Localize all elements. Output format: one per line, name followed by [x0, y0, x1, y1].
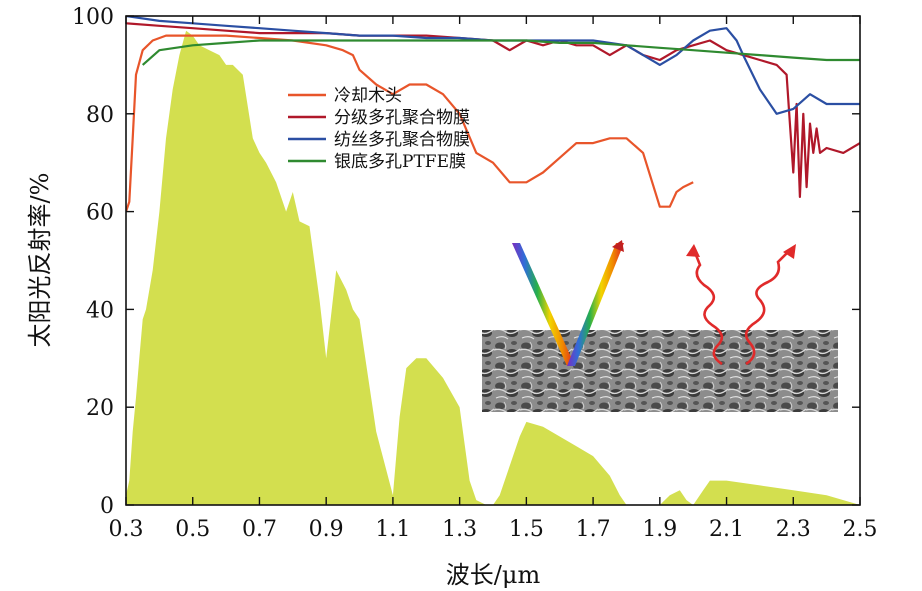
y-tick-label: 100	[72, 5, 114, 30]
x-tick-label: 2.3	[776, 517, 811, 542]
x-tick-label: 0.3	[109, 517, 144, 542]
reflected-arrow-head-icon	[612, 240, 624, 252]
x-tick-label: 0.5	[175, 517, 210, 542]
series-layer	[126, 16, 860, 212]
legend-label-2: 分级多孔聚合物膜	[334, 108, 470, 128]
legend-label-1: 冷却木头	[334, 86, 402, 106]
y-tick-label: 20	[86, 396, 114, 421]
x-tick-label: 2.1	[709, 517, 744, 542]
x-axis-ticks: 0.3 0.5 0.7 0.9 1.1 1.3 1.5 1.7 1.9 2.1 2.3 2.5	[109, 16, 878, 542]
y-tick-label: 60	[86, 201, 114, 226]
x-tick-label: 1.1	[375, 517, 410, 542]
thermal-emission-arrowhead-icon-2	[783, 244, 796, 259]
x-tick-label: 2.5	[843, 517, 878, 542]
legend-label-3: 纺丝多孔聚合物膜	[334, 130, 470, 150]
x-axis-title: 波长/μm	[446, 561, 541, 589]
x-tick-label: 1.7	[576, 517, 611, 542]
x-tick-label: 1.3	[442, 517, 477, 542]
x-tick-label: 1.5	[509, 517, 544, 542]
x-tick-label: 1.9	[642, 517, 677, 542]
plot-area	[126, 16, 860, 505]
y-axis-ticks: 0 20 40 60 80 100	[72, 5, 860, 519]
thermal-emission-arrow-icon	[692, 249, 724, 366]
series-line-4	[141, 39, 860, 66]
reflected-light-beam-icon	[567, 243, 624, 366]
thermal-emission-arrowhead-icon	[686, 244, 700, 257]
y-tick-label: 80	[86, 103, 114, 128]
x-tick-label: 0.9	[309, 517, 344, 542]
incident-light-beam-icon	[512, 243, 575, 366]
inset-image	[482, 240, 838, 412]
y-axis-title: 太阳光反射率/%	[26, 173, 54, 348]
y-tick-label: 0	[100, 494, 114, 519]
sem-micrograph	[482, 330, 838, 412]
thermal-emission-arrow-icon-2	[744, 249, 791, 366]
solar-spectrum-area	[126, 30, 860, 505]
y-tick-label: 40	[86, 298, 114, 323]
series-line-1	[126, 34, 694, 212]
x-tick-label: 0.7	[242, 517, 277, 542]
plot-frame	[125, 15, 861, 506]
legend-label-4: 银底多孔PTFE膜	[334, 152, 466, 172]
